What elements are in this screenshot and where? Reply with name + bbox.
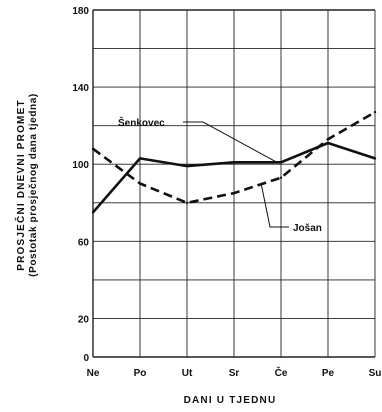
x-tick-label: Ne (87, 368, 100, 379)
series-0-point (326, 141, 330, 145)
y-tick-label: 60 (78, 237, 90, 248)
y-tick-label: 140 (72, 83, 89, 94)
series-1-point (185, 201, 189, 204)
y-tick-label: 180 (72, 6, 89, 17)
series-1-point (232, 191, 236, 195)
series-1-point (373, 110, 377, 114)
x-axis-label: DANI U TJEDNU (184, 395, 277, 406)
y-tick-label: 0 (83, 353, 89, 364)
series-0-point (279, 161, 283, 164)
y-axis-label: PROSJEČNI DNEVNI PROMET (14, 99, 27, 271)
series-label-josan: Jošan (293, 223, 322, 234)
series-0-point (91, 211, 95, 214)
series-1-point (326, 137, 330, 141)
series-1-point (91, 147, 95, 150)
x-tick-label: Su (369, 368, 382, 379)
grid (92, 9, 376, 358)
x-tick-label: Sr (229, 368, 240, 379)
series-1-point (279, 176, 283, 179)
x-tick-label: Po (134, 368, 147, 379)
x-tick-label: Če (275, 366, 288, 379)
y-tick-label: 20 (78, 314, 90, 325)
series-lines (91, 110, 377, 214)
x-tick-label: Ut (182, 368, 193, 379)
series-0-point (373, 157, 377, 160)
leader-line-josan (261, 185, 289, 228)
y-axis-label-sub: (Postotak prosječnog dana tjedna) (28, 93, 39, 277)
series-annotations: Šenkovec Jošan (118, 116, 322, 234)
y-tick-label: 100 (72, 160, 89, 171)
x-axis-ticks: Ne Po Ut Sr Če Pe Su (87, 366, 382, 379)
y-axis-ticks: 0 20 60 100 140 180 (72, 6, 89, 364)
series-0-point (185, 164, 189, 168)
series-label-senkovec: Šenkovec (118, 116, 165, 129)
series-0-point (138, 157, 142, 160)
series-0-point (232, 161, 236, 164)
series-1-point (138, 182, 142, 185)
x-tick-label: Pe (322, 368, 335, 379)
leader-line-senkovec (183, 121, 278, 163)
